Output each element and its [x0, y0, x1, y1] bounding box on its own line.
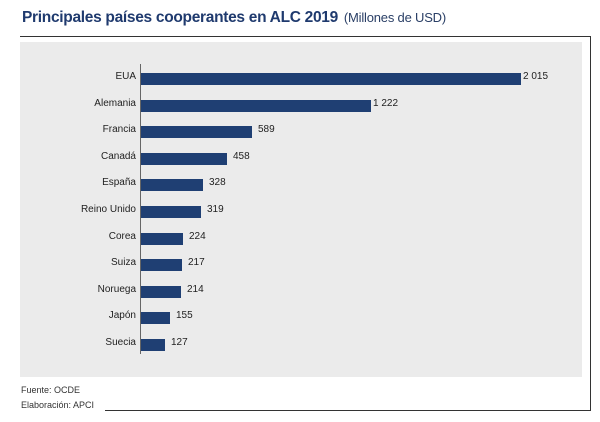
bar-row: Corea 224	[20, 230, 582, 245]
value-label: 328	[209, 177, 226, 189]
category-axis	[140, 64, 141, 354]
bar	[141, 285, 181, 298]
value-label: 589	[258, 124, 275, 136]
category-label: Reino Unido	[80, 204, 136, 215]
category-label: Noruega	[97, 283, 136, 295]
chart-subtitle: (Millones de USD)	[343, 10, 446, 25]
top-rule	[20, 36, 591, 37]
bar	[141, 152, 227, 165]
bar	[141, 339, 165, 351]
bar	[141, 312, 170, 325]
right-rule	[590, 36, 591, 410]
bar-row: EUA 2 015	[20, 71, 582, 85]
bar-row: Francia 589	[20, 124, 582, 139]
bar-row: Noruega 214	[20, 283, 582, 298]
bar	[141, 206, 201, 218]
bar	[141, 232, 183, 245]
bar-row: Suecia 127	[20, 337, 582, 351]
bar	[141, 126, 252, 139]
value-label: 214	[187, 283, 204, 295]
value-label: 458	[233, 150, 250, 162]
value-label: 319	[207, 204, 224, 215]
bar-row: Canadá 458	[20, 150, 582, 165]
value-label: 155	[176, 310, 193, 322]
bar	[141, 99, 371, 112]
category-label: Alemania	[94, 97, 136, 109]
bar-row: Suiza 217	[20, 257, 582, 272]
bar	[141, 259, 182, 272]
value-label: 217	[188, 257, 205, 269]
value-label: 1 222	[373, 97, 399, 109]
category-label: Japón	[108, 310, 136, 322]
chart-title: Principales países cooperantes en ALC 20…	[22, 9, 446, 27]
credit-note: Elaboración: APCI	[21, 400, 95, 410]
bar	[141, 179, 203, 192]
category-label: Suiza	[110, 257, 136, 269]
category-label: EUA	[115, 71, 136, 82]
category-label: Francia	[102, 124, 136, 136]
value-label: 2 015	[523, 71, 549, 82]
category-label: Corea	[108, 230, 136, 242]
source-note: Fuente: OCDE	[21, 385, 81, 395]
chart-title-main: Principales países cooperantes en ALC 20…	[22, 9, 338, 26]
category-label: Canadá	[100, 150, 136, 162]
value-label: 127	[171, 337, 188, 348]
plot-area: EUA 2 015 Alemania 1 222 Francia 589 Canadá 458…	[20, 42, 582, 377]
bar-row: Japón 155	[20, 310, 582, 325]
category-label: España	[102, 177, 136, 189]
bar-row: Alemania 1 222	[20, 97, 582, 112]
bar-row: España 328	[20, 177, 582, 192]
value-label: 224	[189, 230, 206, 242]
category-label: Suecia	[105, 337, 136, 348]
bar-row: Reino Unido 319	[20, 204, 582, 218]
bottom-rule	[105, 410, 591, 411]
bar	[141, 73, 521, 85]
